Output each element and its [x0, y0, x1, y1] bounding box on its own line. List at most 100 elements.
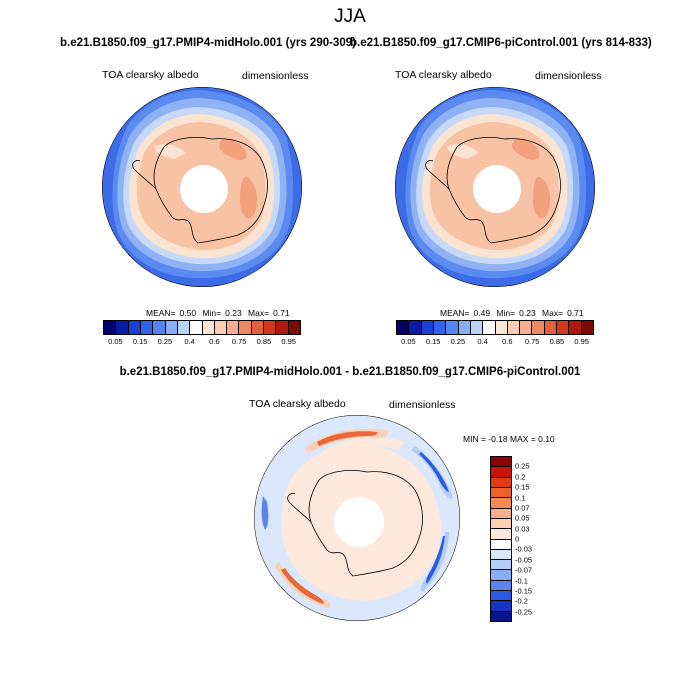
right-polar-map [395, 87, 595, 287]
colorbar-swatch [433, 321, 447, 334]
diff-panel-title: b.e21.B1850.f09_g17.PMIP4-midHolo.001 - … [119, 366, 581, 378]
colorbar-swatch [470, 321, 484, 334]
colorbar-swatch [409, 321, 422, 334]
colorbar-swatch [239, 321, 252, 334]
right-variable-label: TOA clearsky albedo [395, 69, 492, 81]
left-variable-label: TOA clearsky albedo [102, 69, 199, 81]
colorbar-tick-label: 0.25 [157, 337, 173, 346]
colorbar-tick-label: -0.2 [515, 596, 528, 606]
colorbar-swatch [557, 321, 570, 334]
colorbar-swatch [128, 321, 141, 334]
colorbar-tick-label: -0.1 [515, 576, 528, 585]
colorbar-tick-label: 0.75 [231, 337, 247, 346]
colorbar-tick-label: -0.05 [515, 555, 533, 565]
colorbar-tick-label: 0.2 [515, 472, 526, 482]
colorbar-swatch [491, 529, 511, 540]
colorbar-tick-label: 0.75 [524, 337, 540, 346]
colorbar-tick-label: 0.15 [515, 482, 530, 492]
colorbar-swatch [491, 539, 511, 550]
colorbar-tick-label: 0.25 [450, 337, 466, 346]
colorbar-tick-label: 0.25 [515, 461, 530, 471]
colorbar-swatch [491, 518, 511, 530]
colorbar-tick-label: -0.03 [515, 544, 533, 554]
colorbar-swatch [581, 321, 593, 334]
colorbar-swatch [421, 321, 434, 334]
colorbar-swatch [288, 321, 300, 334]
diff-variable-label: TOA clearsky albedo [249, 398, 346, 410]
colorbar-swatch [214, 321, 228, 334]
colorbar-swatch [520, 321, 533, 334]
colorbar-swatch [495, 321, 508, 334]
colorbar-swatch [177, 321, 191, 334]
colorbar-tick-label: 0.95 [574, 337, 589, 346]
colorbar-tick-label: 0.03 [515, 524, 530, 534]
colorbar-tick-label: 0.4 [184, 337, 195, 346]
colorbar-swatch [491, 570, 511, 581]
colorbar-tick-label: 0.15 [132, 337, 148, 346]
colorbar-swatch [202, 321, 215, 334]
colorbar-swatch [397, 321, 410, 334]
right-colorbar-ticks: 0.05 0.15 0.25 0.4 0.6 0.75 0.85 0.95 [396, 337, 594, 347]
colorbar-swatch [153, 321, 166, 334]
colorbar-swatch [458, 321, 471, 334]
colorbar-tick-label: 0.05 [401, 337, 416, 346]
colorbar-swatch [491, 580, 511, 592]
colorbar-swatch [532, 321, 545, 334]
right-colorbar [396, 320, 594, 335]
diff-minmax: MIN = -0.18 MAX = 0.10 [463, 434, 555, 444]
colorbar-tick-label: 0.07 [515, 503, 530, 513]
colorbar-swatch [491, 560, 511, 571]
colorbar-swatch [140, 321, 154, 334]
colorbar-tick-label: -0.25 [515, 607, 533, 617]
colorbar-tick-label: 0.85 [549, 337, 565, 346]
left-colorbar-ticks: 0.05 0.15 0.25 0.4 0.6 0.75 0.85 0.95 [103, 337, 301, 347]
colorbar-tick-label: 0.05 [515, 513, 530, 523]
left-colorbar [103, 320, 301, 335]
colorbar-swatch [491, 591, 511, 602]
colorbar-swatch [569, 321, 582, 334]
colorbar-swatch [491, 487, 511, 499]
right-units-label: dimensionless [535, 70, 602, 82]
colorbar-swatch [483, 321, 496, 334]
diff-colorbar [490, 456, 512, 622]
left-panel-title: b.e21.B1850.f09_g17.PMIP4-midHolo.001 (y… [60, 37, 356, 49]
colorbar-swatch [491, 498, 511, 509]
right-panel-title: b.e21.B1850.f09_g17.CMIP6-piControl.001 … [350, 37, 652, 49]
colorbar-swatch [491, 467, 511, 478]
colorbar-tick-label: 0.4 [477, 337, 488, 346]
colorbar-swatch [491, 457, 511, 468]
colorbar-swatch [276, 321, 289, 334]
colorbar-swatch [491, 601, 511, 612]
colorbar-swatch [544, 321, 558, 334]
colorbar-swatch [264, 321, 277, 334]
colorbar-swatch [446, 321, 459, 334]
diff-colorbar-ticks: 0.25 0.2 0.15 0.1 0.07 0.05 0.03 0 -0.03 -0.05 -0.… [515, 456, 555, 622]
main-title: JJA [334, 6, 366, 27]
colorbar-tick-label: 0.15 [425, 337, 441, 346]
colorbar-tick-label: -0.07 [515, 565, 533, 575]
colorbar-tick-label: 0.1 [515, 493, 526, 502]
colorbar-swatch [190, 321, 203, 334]
diff-polar-map [254, 415, 460, 621]
colorbar-swatch [251, 321, 265, 334]
colorbar-swatch [104, 321, 117, 334]
colorbar-tick-label: 0 [515, 534, 520, 544]
colorbar-swatch [491, 611, 511, 621]
left-stats: MEAN= 0.50 Min= 0.23 Max= 0.71 [146, 308, 290, 318]
colorbar-tick-label: -0.15 [515, 586, 533, 596]
left-units-label: dimensionless [242, 70, 309, 82]
colorbar-swatch [116, 321, 129, 334]
colorbar-tick-label: 0.85 [256, 337, 272, 346]
diff-units-label: dimensionless [389, 399, 456, 411]
left-polar-map [102, 87, 302, 287]
colorbar-tick-label: 0.05 [108, 337, 123, 346]
right-stats: MEAN= 0.49 Min= 0.23 Max= 0.71 [440, 308, 584, 318]
colorbar-tick-label: 0.6 [502, 337, 513, 346]
colorbar-swatch [491, 477, 511, 488]
colorbar-tick-label: 0.6 [209, 337, 220, 346]
colorbar-swatch [227, 321, 240, 334]
colorbar-swatch [165, 321, 178, 334]
colorbar-swatch [491, 549, 511, 561]
colorbar-tick-label: 0.95 [281, 337, 296, 346]
colorbar-swatch [507, 321, 521, 334]
